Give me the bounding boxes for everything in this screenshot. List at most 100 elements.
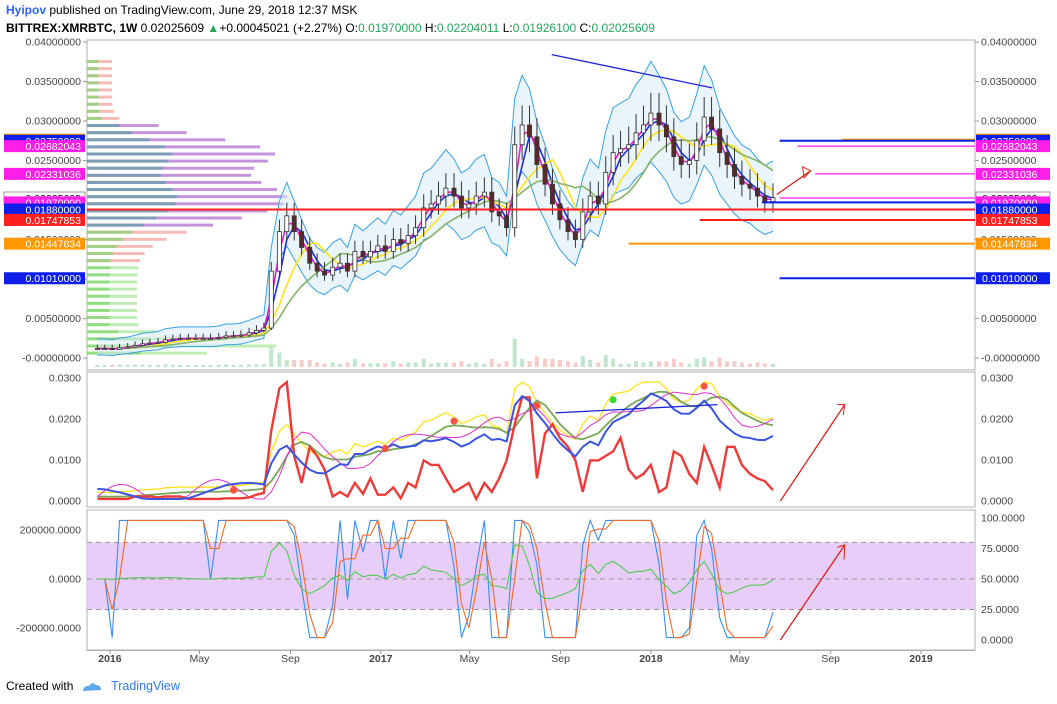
candle-body bbox=[587, 195, 593, 213]
volume-bar bbox=[474, 362, 479, 367]
volume-bar bbox=[147, 364, 152, 367]
volume-profile-inner bbox=[87, 145, 165, 149]
candle-body bbox=[94, 348, 100, 350]
volume-bar bbox=[436, 362, 441, 367]
volume-bar bbox=[360, 363, 366, 367]
author-name[interactable]: Hyipov bbox=[6, 3, 47, 17]
candle-body bbox=[246, 332, 252, 336]
volume-profile-bar bbox=[87, 294, 138, 298]
y-tick-right: 0.04000000 bbox=[981, 37, 1037, 49]
volume-profile-bar bbox=[87, 145, 261, 149]
volume-profile-bar bbox=[87, 308, 138, 312]
up-arrow-icon: ▲ bbox=[207, 21, 220, 35]
volume-profile-inner bbox=[87, 95, 99, 99]
price-tag-left-bg bbox=[4, 167, 85, 180]
candle-body bbox=[314, 262, 320, 272]
volume-profile-inner bbox=[87, 323, 111, 327]
volume-bar bbox=[626, 363, 631, 367]
volume-profile-inner bbox=[87, 230, 132, 234]
created-with-label: Created with bbox=[6, 679, 74, 693]
volume-profile-inner bbox=[87, 294, 110, 298]
price-tag-magenta: 0.02682043 0.02682043 bbox=[4, 140, 1050, 153]
volume-bar bbox=[330, 362, 335, 367]
candle-body bbox=[231, 335, 236, 338]
volume-profile-inner bbox=[87, 60, 99, 64]
osc1-tick-right: 0.0200 bbox=[981, 414, 1013, 426]
osc1-red-arrow-head bbox=[837, 404, 846, 415]
volume-profile-bar bbox=[87, 60, 112, 64]
red-arrow-head bbox=[801, 165, 812, 180]
candle-body bbox=[724, 152, 730, 165]
volume-bar bbox=[170, 364, 175, 367]
tradingview-link[interactable]: TradingView bbox=[111, 679, 180, 693]
low-value: 0.01926100 bbox=[512, 21, 577, 35]
osc2-orange-line bbox=[97, 518, 774, 639]
x-tick-label: Sep bbox=[281, 653, 300, 665]
volume-profile-inner bbox=[87, 216, 157, 220]
volume-bar bbox=[322, 363, 327, 367]
volume-profile-inner bbox=[87, 259, 112, 263]
volume-profile-bar bbox=[87, 109, 114, 113]
volume-bar bbox=[732, 361, 737, 367]
y-tick-left: 0.03500000 bbox=[26, 76, 82, 88]
osc1-tick-left: 0.0200 bbox=[49, 414, 81, 426]
volume-bar bbox=[459, 361, 464, 367]
candle-body bbox=[512, 144, 518, 229]
volume-bar bbox=[709, 361, 714, 367]
volume-bar bbox=[725, 361, 730, 367]
volume-bar bbox=[580, 356, 585, 367]
price-tag-text: 0.01880000 bbox=[982, 205, 1038, 217]
price-tag-text: 0.02682043 bbox=[982, 141, 1038, 153]
osc2-tick-left: 200000.0000 bbox=[20, 525, 81, 537]
candle-body bbox=[276, 231, 282, 272]
volume-bar bbox=[269, 347, 274, 367]
volume-profile-bar bbox=[87, 81, 113, 85]
osc2-band bbox=[87, 542, 975, 610]
candle-body bbox=[185, 337, 191, 340]
candle-body bbox=[656, 112, 662, 126]
volume-bar bbox=[702, 357, 707, 367]
volume-bar bbox=[588, 360, 593, 367]
candle-body bbox=[140, 343, 145, 346]
volume-profile-inner bbox=[87, 301, 110, 305]
close-value: 0.02025609 bbox=[591, 21, 655, 35]
symbol-label: BITTREX:XMRBTC, 1W bbox=[6, 21, 138, 35]
volume-profile-bar bbox=[87, 216, 242, 220]
candle-body bbox=[322, 270, 327, 276]
volume-bar bbox=[231, 365, 236, 367]
price-tag-bg bbox=[976, 213, 1050, 226]
candle-body bbox=[466, 203, 472, 209]
price-tag-left-bg bbox=[4, 140, 85, 153]
x-tick-label: Sep bbox=[821, 653, 840, 665]
volume-bar bbox=[664, 361, 669, 367]
volume-bar bbox=[383, 363, 388, 367]
volume-bar bbox=[466, 363, 471, 367]
price-tag-bg bbox=[976, 272, 1050, 285]
candle-body bbox=[223, 335, 229, 338]
osc1-tick-right: 0.0300 bbox=[981, 373, 1013, 385]
volume-bar bbox=[368, 363, 373, 367]
candle-body bbox=[307, 247, 313, 264]
volume-bar bbox=[573, 362, 578, 367]
x-tick-label: 2016 bbox=[98, 653, 122, 665]
osc1-signal-dot bbox=[609, 396, 617, 404]
osc2-green-line bbox=[97, 542, 774, 600]
osc2-tick-right: 0.0000 bbox=[981, 635, 1013, 647]
candle-body bbox=[489, 191, 495, 213]
x-axis-line bbox=[87, 650, 975, 651]
volume-profile-inner bbox=[87, 223, 144, 227]
osc1-tick-right: 0.0000 bbox=[981, 496, 1013, 508]
volume-bar bbox=[520, 358, 525, 367]
volume-bar bbox=[648, 361, 653, 367]
candle-body bbox=[428, 203, 434, 209]
candle-body bbox=[177, 337, 183, 340]
volume-bar bbox=[413, 362, 418, 367]
osc1-tick-left: 0.0000 bbox=[49, 496, 81, 508]
volume-profile-inner bbox=[87, 173, 161, 177]
candle-body bbox=[519, 124, 525, 146]
candle-body bbox=[717, 128, 723, 154]
volume-profile-bar bbox=[87, 95, 113, 99]
volume-profile-bar bbox=[87, 351, 207, 355]
candle-body bbox=[694, 140, 700, 161]
